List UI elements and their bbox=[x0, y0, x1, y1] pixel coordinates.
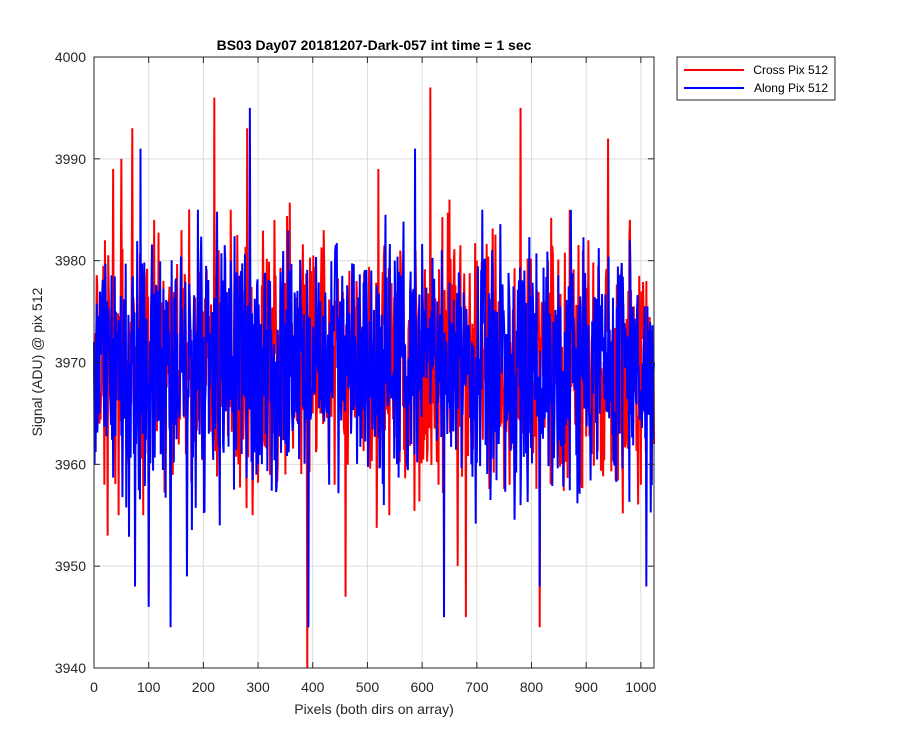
legend-box bbox=[676, 56, 836, 101]
x-tick-label: 500 bbox=[356, 679, 380, 695]
x-axis-title: Pixels (both dirs on array) bbox=[294, 701, 454, 717]
x-tick-label: 100 bbox=[137, 679, 161, 695]
axis-ticks: 0 100 200 300 400 500 600 700 800 900 1000 3940 3950… bbox=[55, 49, 657, 695]
legend: Cross Pix 512 Along Pix 512 bbox=[676, 56, 836, 101]
x-tick-label: 800 bbox=[520, 679, 544, 695]
series-line-along-pix-512 bbox=[93, 107, 655, 628]
legend-label-cross: Cross Pix 512 bbox=[753, 63, 828, 77]
y-tick-label: 4000 bbox=[55, 49, 86, 65]
y-axis-title: Signal (ADU) @ pix 512 bbox=[29, 287, 45, 436]
x-tick-label: 300 bbox=[246, 679, 270, 695]
x-tick-label: 700 bbox=[465, 679, 489, 695]
x-tick-label: 200 bbox=[192, 679, 216, 695]
x-tick-label: 600 bbox=[410, 679, 434, 695]
x-tick-label: 0 bbox=[90, 679, 98, 695]
legend-label-along: Along Pix 512 bbox=[754, 81, 828, 95]
series-layer bbox=[93, 87, 655, 669]
y-tick-label: 3960 bbox=[55, 456, 86, 472]
y-tick-label: 3940 bbox=[55, 660, 86, 676]
y-tick-label: 3990 bbox=[55, 151, 86, 167]
chart-title: BS03 Day07 20181207-Dark-057 int time = … bbox=[217, 37, 532, 53]
x-tick-label: 900 bbox=[575, 679, 599, 695]
y-tick-label: 3950 bbox=[55, 558, 86, 574]
x-tick-label: 1000 bbox=[625, 679, 656, 695]
x-tick-label: 400 bbox=[301, 679, 325, 695]
y-tick-label: 3980 bbox=[55, 253, 86, 269]
y-tick-label: 3970 bbox=[55, 355, 86, 371]
